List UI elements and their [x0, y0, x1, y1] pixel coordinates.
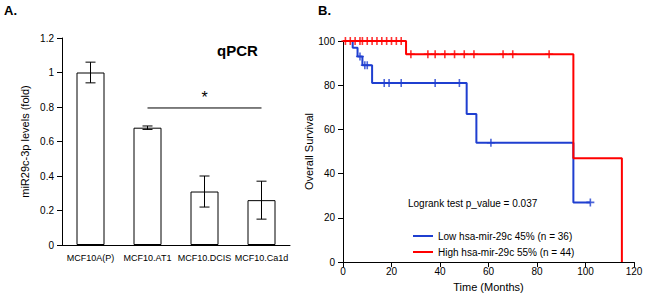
svg-text:1.2: 1.2 [40, 33, 54, 44]
svg-text:Low hsa-mir-29c 45% (n = 36): Low hsa-mir-29c 45% (n = 36) [438, 231, 572, 242]
svg-text:0.2: 0.2 [40, 205, 54, 216]
svg-text:80: 80 [324, 80, 336, 91]
svg-text:40: 40 [434, 266, 446, 277]
svg-text:80: 80 [531, 266, 543, 277]
svg-text:Time (Months): Time (Months) [453, 281, 524, 293]
svg-text:1: 1 [48, 67, 54, 78]
svg-text:MCF10.AT1: MCF10.AT1 [124, 253, 172, 263]
svg-text:*: * [201, 89, 207, 106]
svg-text:0.4: 0.4 [40, 171, 54, 182]
svg-text:60: 60 [324, 124, 336, 135]
svg-text:High hsa-mir-29c 55% (n = 44): High hsa-mir-29c 55% (n = 44) [438, 247, 574, 258]
svg-text:0.8: 0.8 [40, 102, 54, 113]
svg-text:0: 0 [329, 257, 335, 268]
svg-text:20: 20 [324, 212, 336, 223]
svg-text:40: 40 [324, 168, 336, 179]
svg-text:60: 60 [483, 266, 495, 277]
svg-text:Overall Survival: Overall Survival [303, 113, 315, 190]
svg-text:0.6: 0.6 [40, 136, 54, 147]
svg-text:20: 20 [386, 266, 398, 277]
svg-text:120: 120 [626, 266, 643, 277]
svg-text:MCF10.Ca1d: MCF10.Ca1d [235, 253, 289, 263]
svg-text:100: 100 [318, 36, 335, 47]
svg-text:miR29c-3p levels (fold): miR29c-3p levels (fold) [19, 85, 31, 197]
svg-text:MCF10A(P): MCF10A(P) [67, 253, 115, 263]
svg-text:0: 0 [340, 266, 346, 277]
svg-text:100: 100 [577, 266, 594, 277]
svg-text:Logrank test p_value = 0.037: Logrank test p_value = 0.037 [408, 198, 538, 209]
svg-text:qPCR: qPCR [217, 42, 258, 59]
svg-text:A.: A. [4, 3, 17, 18]
svg-text:0: 0 [48, 240, 54, 251]
svg-text:MCF10.DCIS: MCF10.DCIS [178, 253, 232, 263]
svg-text:B.: B. [318, 3, 331, 18]
